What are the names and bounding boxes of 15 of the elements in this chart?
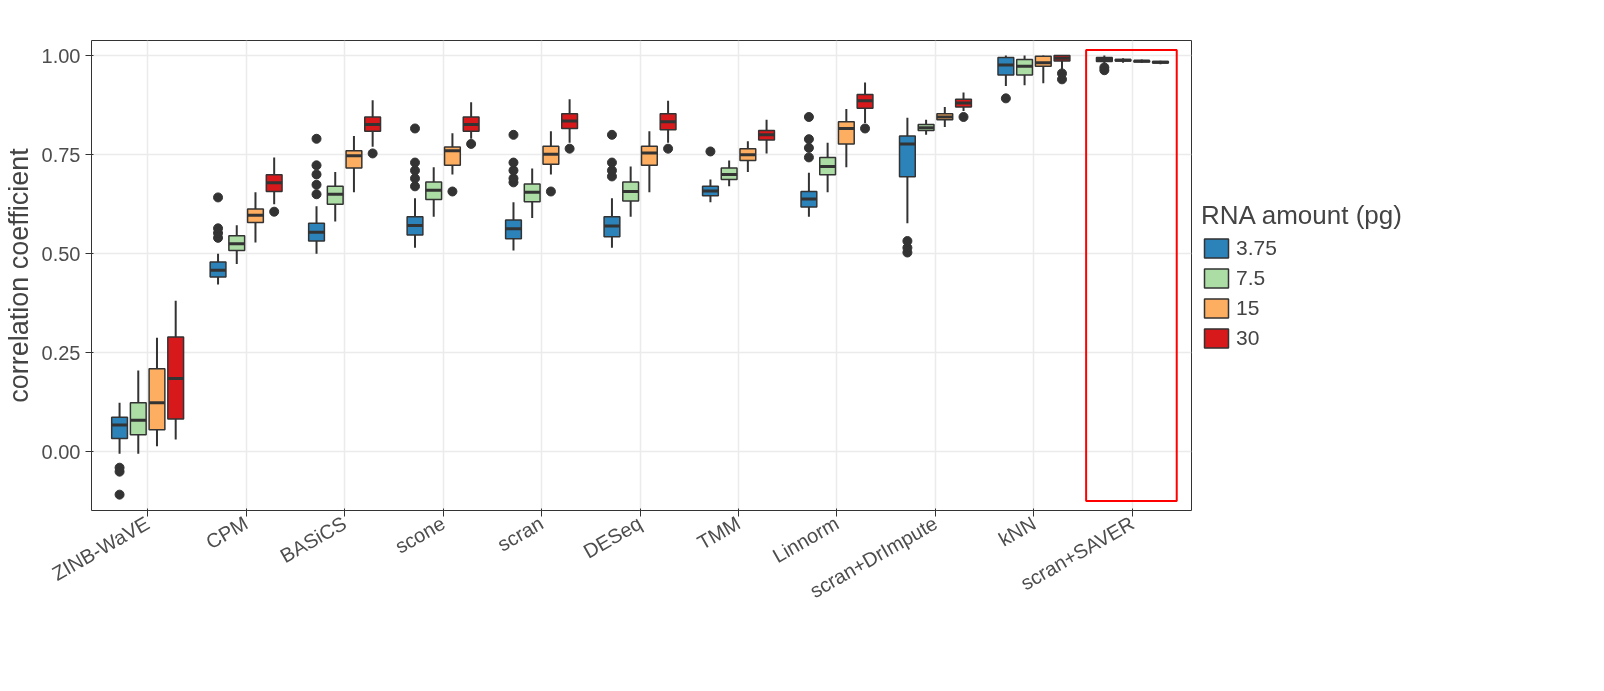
y-tick-label: 0.50 bbox=[41, 242, 81, 265]
y-tick-label: 0.75 bbox=[41, 143, 81, 166]
x-tick-label: TMM bbox=[693, 511, 744, 554]
legend-label: 3.75 bbox=[1236, 236, 1277, 260]
x-tick-label: scran bbox=[493, 511, 548, 556]
legend-label: 7.5 bbox=[1236, 266, 1266, 290]
legend-label: 15 bbox=[1236, 296, 1260, 320]
x-tick-label: scone bbox=[391, 511, 449, 558]
x-tick-label: CPM bbox=[202, 511, 252, 554]
legend-label: 30 bbox=[1236, 326, 1260, 350]
y-axis-title: correlation coefficient bbox=[3, 147, 34, 403]
y-tick-label: 0.25 bbox=[41, 341, 81, 364]
y-tick-label: 1.00 bbox=[41, 44, 81, 67]
y-tick-label: 0.00 bbox=[41, 440, 81, 463]
legend-title: RNA amount (pg) bbox=[1201, 200, 1402, 231]
